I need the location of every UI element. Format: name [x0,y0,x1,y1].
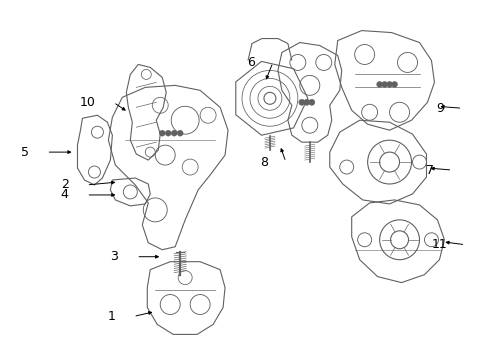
Circle shape [165,130,171,136]
Text: 5: 5 [21,145,28,159]
Text: 10: 10 [79,96,96,109]
Text: 1: 1 [107,310,115,323]
Text: 2: 2 [61,179,69,192]
Text: 3: 3 [110,250,119,263]
Text: 4: 4 [61,188,69,202]
Circle shape [309,99,315,105]
Circle shape [382,81,388,87]
Circle shape [304,99,310,105]
Circle shape [177,130,183,136]
Text: 6: 6 [247,56,255,69]
Circle shape [299,99,305,105]
Text: 8: 8 [260,156,268,168]
Circle shape [387,81,392,87]
Circle shape [159,130,165,136]
Circle shape [171,130,177,136]
Text: 7: 7 [426,163,435,176]
Text: 9: 9 [437,102,444,115]
Circle shape [392,81,397,87]
Circle shape [377,81,383,87]
Text: 11: 11 [432,238,447,251]
